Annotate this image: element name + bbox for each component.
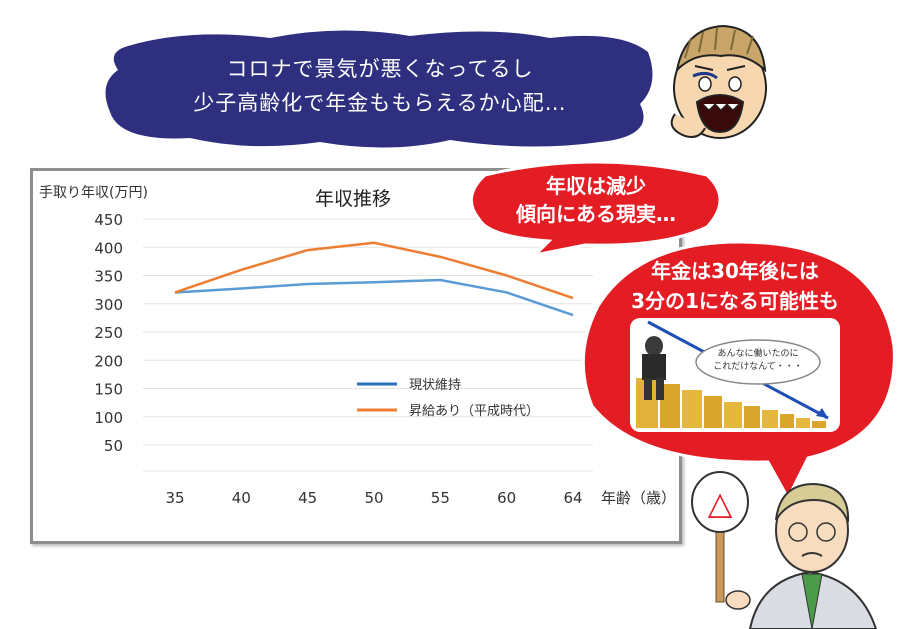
y-tick-label: 200 [94,352,123,370]
x-tick-label: 40 [232,489,251,507]
y-tick-label: 50 [104,437,123,455]
pension-warning-line-1: 年金は30年後には [651,259,819,283]
y-tick-label: 300 [94,296,123,314]
necktie [801,573,823,629]
x-tick-label: 35 [165,489,184,507]
coin-stacks-image [636,320,829,428]
legend-label: 昇給あり（平成時代） [409,404,539,419]
pension-warning-text: 年金は30年後には 3分の1になる可能性も [590,256,880,316]
income-decline-text: 年収は減少 傾向にある現実… [465,172,727,228]
triangle-symbol: △ [708,484,733,522]
sign-board [691,471,749,533]
y-tick-label: 350 [94,268,123,286]
sign-stick [715,521,725,603]
x-tick-label: 55 [431,489,450,507]
glasses-left [788,522,808,542]
series-line-2 [174,241,574,300]
worry-speech-text: コロナで景気が悪くなってるし 少子高齢化で年金ももらえるか心配… [100,52,660,120]
worry-line-2: 少子高齢化で年金ももらえるか心配… [193,91,567,115]
x-tick-label: 64 [563,489,582,507]
y-tick-label: 450 [94,211,123,229]
sitting-man [642,336,666,400]
man-hand [725,590,751,610]
cloud-shape [105,30,653,148]
y-axis-label: 手取り年収(万円) [39,185,148,201]
legend-label: 現状維持 [409,378,461,393]
worry-speech-cloud [105,30,653,148]
y-tick-label: 400 [94,239,123,257]
income-decline-line-2: 傾向にある現実… [516,202,676,226]
income-decline-line-1: 年収は減少 [546,174,646,198]
pension-warning-line-2: 3分の1になる可能性も [631,289,839,313]
arrow-head [816,408,828,418]
worry-line-1: コロナで景気が悪くなってるし [226,57,534,81]
scared-person-illustration [670,24,767,139]
coin-stacks-photo [630,318,840,432]
series-line-1 [174,278,574,317]
man-with-sign-illustration: △ [691,471,878,629]
x-tick-label: 50 [364,489,383,507]
thought-text: あんなに働いたのに これだけなんて・・・ [703,348,813,374]
x-tick-label: 45 [298,489,317,507]
y-tick-label: 150 [94,381,123,399]
y-tick-label: 250 [94,324,123,342]
income-decline-bubble [469,160,722,255]
man-hair [775,482,850,523]
thought-line-2: これだけなんて・・・ [713,362,803,372]
thought-line-1: あんなに働いたのに [717,349,799,359]
chart-title: 年収推移 [315,188,391,210]
bubble-shape [469,160,722,255]
coin-stacks [636,378,826,428]
income-chart-panel: 年収推移 手取り年収(万円) 年齢（歳） 450 400 350 300 250 200 1… [30,168,682,544]
x-axis-label: 年齢（歳） [601,489,676,507]
glasses-right [816,522,836,542]
man-mouth [801,552,823,557]
x-tick-label: 60 [497,489,516,507]
thought-bubble [695,339,821,385]
income-line-chart: 年収推移 手取り年収(万円) 年齢（歳） 450 400 350 300 250 200 1… [39,185,676,507]
y-tick-label: 100 [94,409,123,427]
